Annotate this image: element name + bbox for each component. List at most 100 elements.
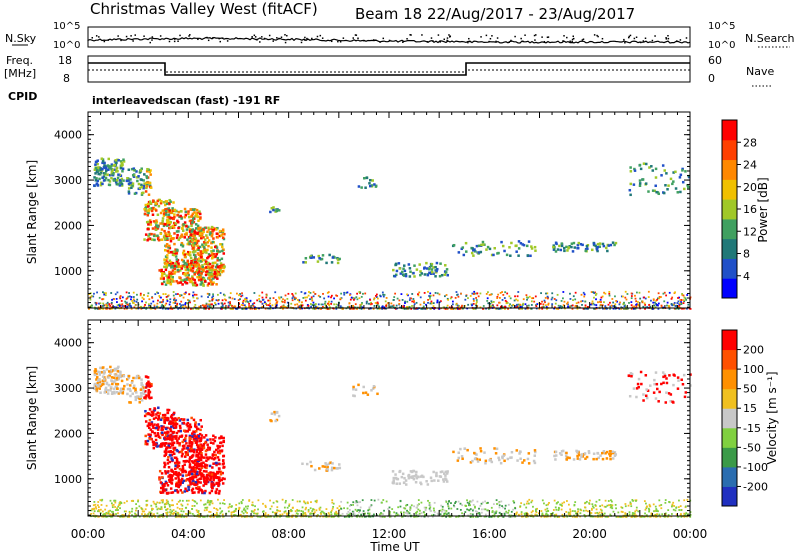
echo-cell — [428, 507, 431, 510]
echo-cell — [338, 505, 341, 508]
echo-cell — [147, 211, 150, 215]
echo-cell — [196, 215, 200, 219]
echo-cell — [164, 433, 168, 437]
echo-cell — [94, 307, 97, 310]
echo-cell — [197, 239, 200, 243]
echo-cell — [657, 400, 660, 403]
echo-cell — [340, 500, 343, 503]
freq-unit-label: [MHz] — [4, 67, 36, 80]
echo-cell — [177, 416, 180, 420]
echo-cell — [135, 391, 138, 394]
echo-cell — [218, 470, 221, 473]
echo-cell — [292, 295, 295, 298]
echo-cell — [484, 462, 487, 465]
echo-cell — [89, 298, 92, 301]
echo-cell — [654, 371, 658, 374]
echo-cell — [156, 508, 159, 511]
echo-cell — [121, 305, 124, 307]
echo-cell — [144, 434, 147, 438]
echo-cell — [163, 463, 167, 466]
echo-cell — [455, 307, 457, 310]
echo-cell — [501, 244, 505, 248]
echo-cell — [130, 167, 134, 171]
echo-cell — [223, 477, 226, 481]
echo-cell — [352, 501, 355, 504]
echo-cell — [522, 243, 526, 247]
echo-cell — [503, 512, 506, 515]
echo-cell — [655, 513, 657, 516]
echo-cell — [101, 176, 105, 179]
echo-cell — [214, 265, 218, 269]
echo-cell — [251, 501, 254, 504]
echo-cell — [686, 186, 690, 189]
echo-cell — [140, 507, 143, 510]
echo-cell — [115, 306, 118, 309]
echo-cell — [152, 446, 156, 450]
echo-cell — [168, 264, 171, 267]
echo-cell — [571, 510, 574, 512]
echo-cell — [505, 302, 508, 305]
colorbar-tick-label: 4 — [743, 270, 750, 283]
echo-cell — [335, 513, 338, 516]
echo-cell — [585, 455, 589, 459]
echo-cell — [140, 191, 144, 195]
echo-cell — [272, 208, 275, 212]
echo-cell — [433, 509, 435, 512]
echo-cell — [537, 512, 540, 515]
echo-cell — [589, 303, 592, 306]
echo-cell — [394, 292, 397, 295]
echo-cell — [243, 507, 246, 510]
echo-cell — [644, 508, 647, 511]
echo-cell — [197, 458, 200, 461]
echo-cell — [176, 220, 180, 224]
echo-cell — [330, 513, 333, 516]
echo-cell — [189, 254, 192, 257]
echo-cell — [151, 296, 154, 299]
echo-cell — [535, 508, 537, 511]
echo-cell — [212, 252, 216, 256]
echo-cell — [200, 473, 204, 476]
echo-cell — [198, 432, 202, 436]
noise-panel: N.Sky 10^5 10^0 10^5 10^0 N.Search — [5, 21, 795, 51]
echo-cell — [93, 510, 96, 513]
echo-cell — [168, 244, 171, 248]
echo-cell — [648, 166, 651, 169]
echo-cell — [102, 513, 105, 516]
echo-cell — [249, 299, 252, 302]
echo-cell — [530, 300, 533, 303]
echo-cell — [171, 458, 174, 462]
echo-cell — [97, 501, 100, 503]
echo-cell — [211, 261, 215, 265]
echo-cell — [392, 268, 395, 272]
echo-cell — [178, 424, 182, 428]
echo-cell — [192, 430, 195, 433]
echo-cell — [596, 242, 600, 246]
echo-cell — [641, 300, 644, 303]
echo-cell — [104, 167, 108, 170]
echo-cell — [122, 179, 125, 182]
echo-cell — [607, 244, 611, 247]
echo-cell — [671, 182, 674, 186]
echo-cell — [194, 424, 197, 428]
echo-cell — [438, 307, 441, 310]
echo-cell — [199, 259, 203, 263]
echo-cell — [159, 418, 163, 421]
echo-cell — [629, 193, 632, 197]
echo-cell — [603, 291, 605, 294]
echo-cell — [592, 302, 595, 305]
echo-cell — [200, 256, 203, 259]
echo-cell — [341, 512, 344, 515]
echo-cell — [116, 304, 119, 307]
echo-cell — [110, 376, 114, 379]
echo-cell — [189, 482, 192, 486]
echo-cell — [672, 304, 675, 306]
echo-cell — [483, 451, 486, 454]
echo-cell — [111, 305, 114, 308]
echo-cell — [208, 266, 212, 270]
echo-cell — [101, 182, 104, 186]
echo-cell — [120, 379, 124, 383]
echo-cell — [195, 466, 199, 469]
echo-cell — [571, 307, 574, 310]
echo-cell — [161, 485, 165, 488]
echo-cell — [160, 426, 164, 430]
